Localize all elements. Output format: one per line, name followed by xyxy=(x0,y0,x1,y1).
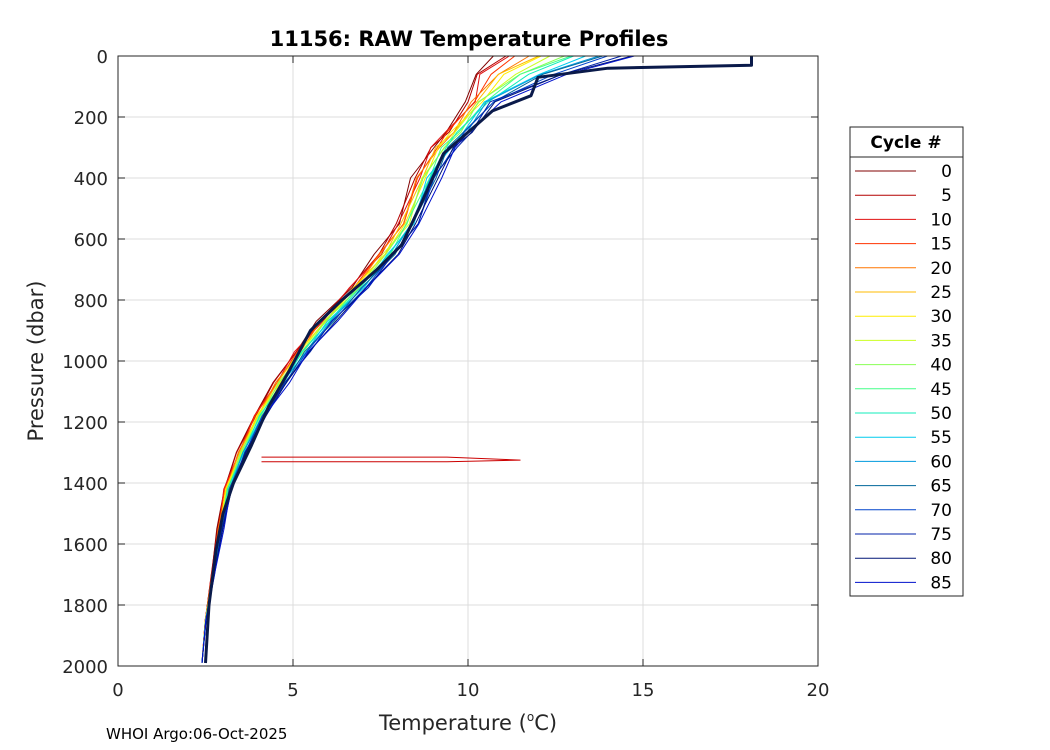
profile-line-cycle-70 xyxy=(201,55,608,664)
legend-label-80: 80 xyxy=(930,549,952,569)
profile-line-cycle-5 xyxy=(201,55,507,664)
x-tick-label: 10 xyxy=(457,680,480,701)
chart-title: 11156: RAW Temperature Profiles xyxy=(270,27,669,51)
profile-line-cycle-40 xyxy=(201,55,565,664)
outlier-spike-line xyxy=(261,456,521,463)
legend-label-40: 40 xyxy=(930,356,952,376)
legend-label-75: 75 xyxy=(930,525,952,545)
profile-lines xyxy=(201,55,753,664)
legend-label-45: 45 xyxy=(930,380,952,400)
profile-line-cycle-35 xyxy=(201,55,551,664)
profile-line-cycle-0 xyxy=(201,55,494,664)
y-tick-label: 1800 xyxy=(62,596,108,617)
y-tick-label: 200 xyxy=(74,108,108,129)
x-axis-degree-sign: o xyxy=(527,710,534,724)
legend-label-20: 20 xyxy=(930,259,952,279)
x-tick-label: 5 xyxy=(287,680,298,701)
legend-label-60: 60 xyxy=(930,452,952,472)
y-tick-label: 400 xyxy=(74,169,108,190)
reference-profile-line xyxy=(204,56,753,664)
y-tick-label: 1200 xyxy=(62,413,108,434)
profile-line-cycle-85 xyxy=(201,55,635,664)
x-axis-title-text: Temperature ( xyxy=(378,711,527,735)
legend-label-25: 25 xyxy=(930,283,952,303)
profile-line-cycle-50 xyxy=(201,55,574,664)
x-axis-title: Temperature (oC) xyxy=(378,710,557,735)
legend-entries: 0 5 10 15 20 25 30 35 40 45 50 55 60 65 70 75 80 85 xyxy=(855,162,952,593)
profile-line-cycle-75 xyxy=(201,55,622,664)
y-tick-label: 1600 xyxy=(62,535,108,556)
legend-label-5: 5 xyxy=(941,186,952,206)
y-tick-label: 800 xyxy=(74,291,108,312)
legend-title: Cycle # xyxy=(870,133,941,153)
profile-line-cycle-45 xyxy=(201,55,572,664)
profile-line-cycle-10 xyxy=(201,55,510,664)
profile-line-cycle-30 xyxy=(201,55,542,664)
profile-line-cycle-60 xyxy=(201,55,600,664)
profile-line-cycle-25 xyxy=(201,55,540,664)
legend-label-15: 15 xyxy=(930,235,952,255)
grid-lines xyxy=(118,56,818,666)
legend-label-35: 35 xyxy=(930,331,952,351)
y-tick-label: 0 xyxy=(97,47,108,68)
profile-line-cycle-20 xyxy=(201,55,530,664)
legend-label-65: 65 xyxy=(930,477,952,497)
legend-label-55: 55 xyxy=(930,428,952,448)
x-tick-label: 20 xyxy=(807,680,830,701)
legend-box xyxy=(849,126,964,597)
x-axis-ticks: 0 5 10 15 20 xyxy=(112,56,829,701)
footer-credit: WHOI Argo:06-Oct-2025 xyxy=(106,725,288,743)
legend-label-0: 0 xyxy=(941,162,952,182)
x-tick-label: 0 xyxy=(112,680,123,701)
legend-label-50: 50 xyxy=(930,404,952,424)
profile-line-cycle-55 xyxy=(201,55,586,664)
y-tick-label: 1400 xyxy=(62,474,108,495)
legend-label-30: 30 xyxy=(930,307,952,327)
profile-line-cycle-65 xyxy=(201,55,603,664)
legend-label-85: 85 xyxy=(930,573,952,593)
legend: Cycle # 0 5 10 15 20 25 30 35 40 45 50 55 60 65 70 75 80… xyxy=(849,126,964,597)
x-axis-unit: C) xyxy=(534,711,557,735)
y-tick-label: 2000 xyxy=(62,657,108,678)
y-tick-label: 600 xyxy=(74,230,108,251)
y-axis-title: Pressure (dbar) xyxy=(24,281,48,442)
legend-label-10: 10 xyxy=(930,210,952,230)
y-axis-ticks: 0 200 400 600 800 1000 1200 1400 1600 1800 2000 xyxy=(62,47,818,678)
profile-line-cycle-80 xyxy=(201,55,633,664)
x-tick-label: 15 xyxy=(632,680,655,701)
y-tick-label: 1000 xyxy=(62,352,108,373)
legend-label-70: 70 xyxy=(930,501,952,521)
